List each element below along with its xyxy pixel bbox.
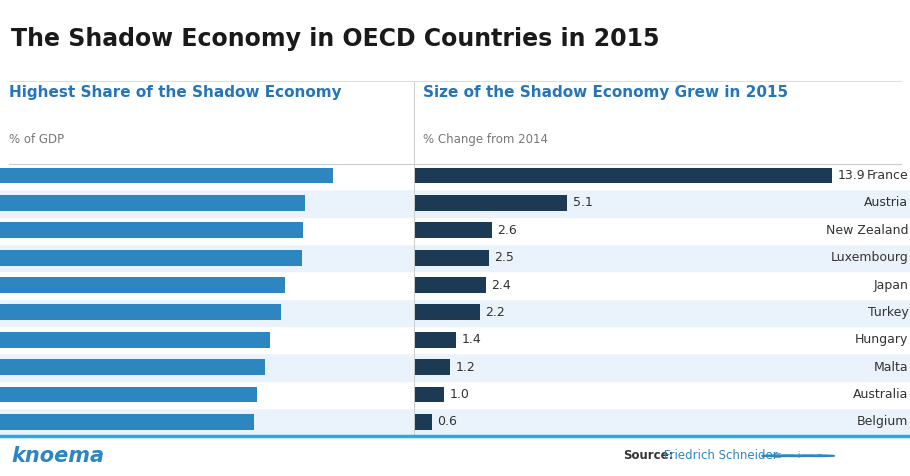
Bar	[414, 168, 832, 183]
Bar	[0, 326, 414, 353]
Bar	[0, 277, 286, 293]
Bar	[0, 168, 333, 183]
Bar	[0, 353, 414, 381]
Text: cc: cc	[774, 451, 783, 460]
Bar	[414, 305, 480, 320]
Bar	[414, 162, 910, 189]
Bar	[414, 381, 910, 408]
Bar	[414, 326, 910, 353]
Text: Turkey: Turkey	[868, 306, 908, 319]
Bar	[0, 250, 302, 266]
Bar	[414, 353, 910, 381]
Text: 2.5: 2.5	[495, 251, 514, 264]
Text: 2.2: 2.2	[486, 306, 505, 319]
Bar	[0, 414, 254, 430]
Bar	[414, 222, 492, 238]
Bar	[414, 387, 444, 402]
Bar	[0, 408, 414, 436]
Text: Highest Share of the Shadow Economy: Highest Share of the Shadow Economy	[9, 85, 342, 100]
Bar	[414, 299, 910, 326]
Bar	[414, 408, 910, 436]
Text: 0.6: 0.6	[438, 416, 458, 428]
Bar	[0, 222, 303, 238]
Bar	[0, 271, 414, 299]
Text: 5.1: 5.1	[572, 197, 592, 209]
Bar	[0, 189, 414, 217]
Bar	[414, 414, 432, 430]
Bar	[0, 217, 414, 244]
Bar	[0, 387, 258, 402]
Bar	[0, 195, 305, 211]
Text: Luxembourg: Luxembourg	[831, 251, 908, 264]
Bar	[414, 277, 486, 293]
Bar	[414, 217, 910, 244]
Text: France: France	[866, 169, 908, 182]
Text: 1.0: 1.0	[450, 388, 470, 401]
Text: knoema: knoema	[11, 446, 104, 466]
Bar	[0, 305, 281, 320]
Bar	[414, 359, 450, 375]
Bar	[0, 359, 265, 375]
Text: % of GDP: % of GDP	[9, 132, 65, 146]
Bar	[414, 332, 456, 347]
Text: Australia: Australia	[853, 388, 908, 401]
Text: New Zealand: New Zealand	[826, 224, 908, 237]
Text: % Change from 2014: % Change from 2014	[423, 132, 548, 146]
Bar	[414, 195, 567, 211]
Text: The Shadow Economy in OECD Countries in 2015: The Shadow Economy in OECD Countries in …	[11, 27, 660, 51]
Text: i: i	[797, 451, 799, 460]
Bar	[414, 244, 910, 271]
Text: Size of the Shadow Economy Grew in 2015: Size of the Shadow Economy Grew in 2015	[423, 85, 788, 100]
Text: Japan: Japan	[874, 278, 908, 291]
Text: Belgium: Belgium	[857, 416, 908, 428]
Text: 2.4: 2.4	[491, 278, 511, 291]
Text: Austria: Austria	[864, 197, 908, 209]
Text: =: =	[814, 451, 822, 460]
Text: Hungary: Hungary	[855, 333, 908, 346]
Text: 13.9: 13.9	[837, 169, 864, 182]
Text: Source:: Source:	[623, 449, 673, 462]
Bar	[0, 299, 414, 326]
Bar	[0, 162, 414, 189]
Bar	[0, 244, 414, 271]
Text: Malta: Malta	[874, 361, 908, 374]
Text: 1.2: 1.2	[456, 361, 475, 374]
Bar	[0, 332, 270, 347]
Bar	[0, 381, 414, 408]
Bar	[414, 189, 910, 217]
Text: 1.4: 1.4	[461, 333, 481, 346]
Text: 2.6: 2.6	[498, 224, 518, 237]
Bar	[414, 271, 910, 299]
Bar	[414, 250, 490, 266]
Text: Friedrich Schneider: Friedrich Schneider	[660, 449, 777, 462]
